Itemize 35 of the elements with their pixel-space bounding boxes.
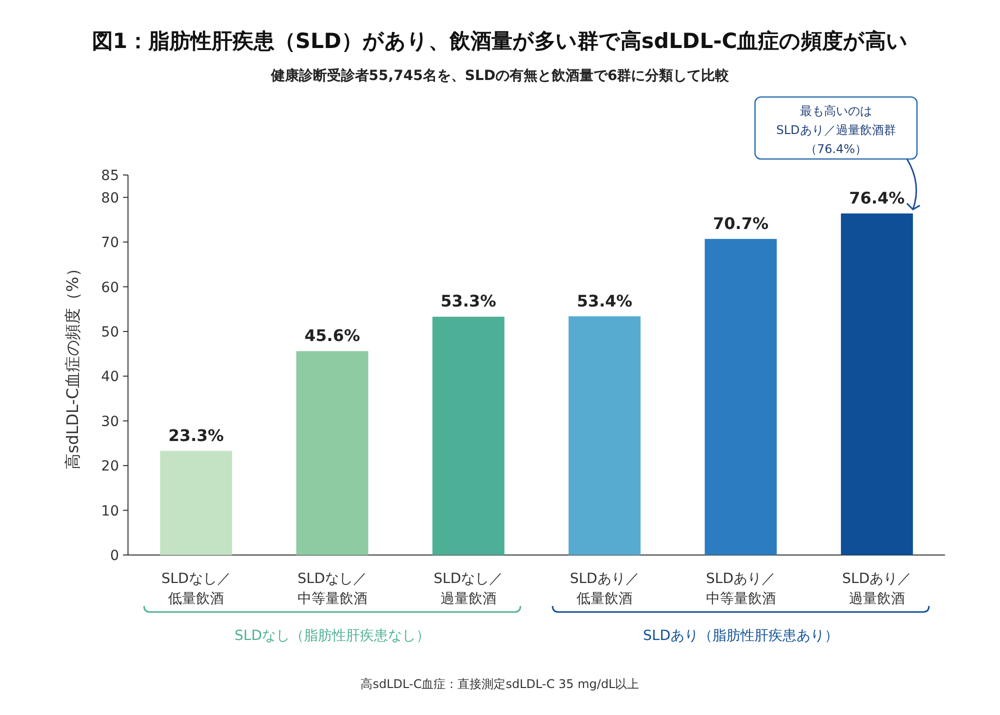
x-tick-label: SLDあり／中等量飲酒 [706, 571, 776, 607]
x-tick-label: SLDあり／低量飲酒 [570, 571, 640, 607]
text: 高sdLDL-C血症：直接測定sdLDL-C 35 mg/dL以上 [360, 677, 640, 691]
y-tick-label: 0 [110, 548, 119, 564]
bar [840, 213, 913, 555]
bar [568, 316, 641, 555]
y-tick-label: 70 [101, 235, 119, 252]
y-tick-label: 85 [101, 168, 119, 184]
chart-title: 図1：脂肪性肝疾患（SLD）があり、飲酒量が多い群で高sdLDL-C血症の頻度が高い [92, 29, 908, 53]
y-tick-label: 50 [101, 324, 119, 340]
data-label: 45.6% [304, 326, 360, 346]
y-axis-title: 高sdLDL-C血症の頻度（%） [63, 260, 82, 470]
y-tick-label: 80 [101, 190, 119, 206]
y-tick-label: 20 [101, 458, 119, 475]
data-label: 76.4% [849, 188, 905, 208]
bar [160, 450, 232, 555]
data-label: 70.7% [712, 214, 769, 233]
y-tick-label: 30 [101, 414, 119, 430]
y-tick-label: 40 [101, 369, 119, 386]
x-tick-label: SLDあり／過量飲酒 [842, 571, 912, 607]
data-label: 53.3% [440, 292, 496, 311]
x-tick-label: SLDなし／低量飲酒 [161, 571, 231, 607]
chart-subtitle: 健康診断受診者55,745名を、SLDの有無と飲酒量で6群に分類して比較 [270, 67, 730, 84]
bar [432, 316, 504, 555]
bar [296, 351, 368, 555]
bar [704, 238, 777, 555]
text: SLDあり（脂肪性肝疾患あり） [643, 628, 838, 644]
data-label: 53.4% [576, 291, 632, 310]
x-tick-label: SLDなし／中等量飲酒 [297, 571, 368, 607]
x-tick-label: SLDなし／過量飲酒 [434, 571, 504, 607]
y-tick-label: 10 [101, 503, 119, 520]
text: 最も高いのはSLDあり／過量飲酒群（76.4%） [776, 104, 896, 156]
data-label: 23.3% [168, 426, 224, 445]
text: SLDなし（脂肪性肝疾患なし） [234, 628, 430, 644]
y-tick-label: 60 [101, 280, 119, 296]
